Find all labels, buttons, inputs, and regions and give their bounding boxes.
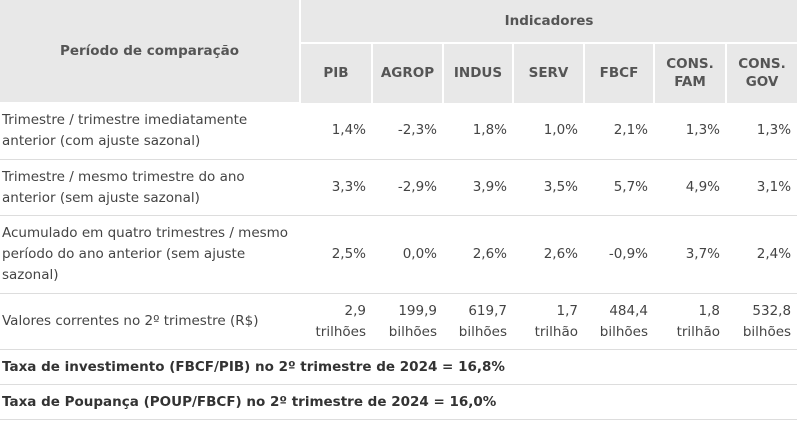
- table-cell: 2,6%: [513, 215, 584, 294]
- table-cell: 3,9%: [443, 159, 513, 216]
- footer-row-investment: Taxa de investimento (FBCF/PIB) no 2º tr…: [0, 349, 797, 385]
- savings-rate-text: Taxa de Poupança (POUP/FBCF) no 2º trime…: [0, 384, 797, 420]
- row-label: Trimestre / mesmo trimestre do ano anter…: [0, 159, 300, 216]
- column-header-fbcf: FBCF: [583, 43, 654, 103]
- table-cell: 1,8%: [443, 102, 513, 160]
- column-header-cons-gov: CONS. GOV: [724, 43, 797, 103]
- column-header-agrop: AGROP: [371, 43, 443, 103]
- row-label: Acumulado em quatro trimestres / mesmo p…: [0, 215, 300, 294]
- table-cell: 3,3%: [300, 159, 372, 216]
- table-cell: 0,0%: [372, 215, 443, 294]
- table-cell: -2,9%: [372, 159, 443, 216]
- investment-rate-text: Taxa de investimento (FBCF/PIB) no 2º tr…: [0, 349, 797, 385]
- table-cell: 2,5%: [300, 215, 372, 294]
- table-cell: 2,4%: [726, 215, 797, 294]
- column-header-pib: PIB: [299, 43, 372, 103]
- table-cell: -2,3%: [372, 102, 443, 160]
- indicators-header: Indicadores: [298, 0, 797, 45]
- row-label: Valores correntes no 2º trimestre (R$): [0, 293, 300, 350]
- column-header-cons-fam: CONS. FAM: [653, 43, 726, 103]
- table-cell: 532,8 bilhões: [726, 293, 797, 350]
- row-label: Trimestre / trimestre imediatamente ante…: [0, 102, 300, 160]
- table-row: Acumulado em quatro trimestres / mesmo p…: [0, 215, 797, 294]
- column-header-serv: SERV: [512, 43, 584, 103]
- table-row: Valores correntes no 2º trimestre (R$) 2…: [0, 293, 797, 350]
- table-header: Período de comparação Indicadores PIB AG…: [0, 0, 797, 103]
- table-row: Trimestre / trimestre imediatamente ante…: [0, 102, 797, 160]
- footer-row-savings: Taxa de Poupança (POUP/FBCF) no 2º trime…: [0, 384, 797, 420]
- table-cell: -0,9%: [584, 215, 654, 294]
- table-cell: 5,7%: [584, 159, 654, 216]
- table-cell: 2,1%: [584, 102, 654, 160]
- table-cell: 484,4 bilhões: [584, 293, 654, 350]
- table-cell: 1,8 trilhão: [654, 293, 726, 350]
- table-cell: 619,7 bilhões: [443, 293, 513, 350]
- table-cell: 3,5%: [513, 159, 584, 216]
- table-cell: 3,7%: [654, 215, 726, 294]
- table-cell: 3,1%: [726, 159, 797, 216]
- table-cell: 1,0%: [513, 102, 584, 160]
- table-cell: 2,9 trilhões: [300, 293, 372, 350]
- table-cell: 1,4%: [300, 102, 372, 160]
- period-header: Período de comparação: [0, 0, 300, 103]
- table-cell: 4,9%: [654, 159, 726, 216]
- column-header-indus: INDUS: [442, 43, 513, 103]
- table-cell: 2,6%: [443, 215, 513, 294]
- table-cell: 1,3%: [654, 102, 726, 160]
- table-cell: 199,9 bilhões: [372, 293, 443, 350]
- table-cell: 1,7 trilhão: [513, 293, 584, 350]
- table-row: Trimestre / mesmo trimestre do ano anter…: [0, 159, 797, 216]
- table-cell: 1,3%: [726, 102, 797, 160]
